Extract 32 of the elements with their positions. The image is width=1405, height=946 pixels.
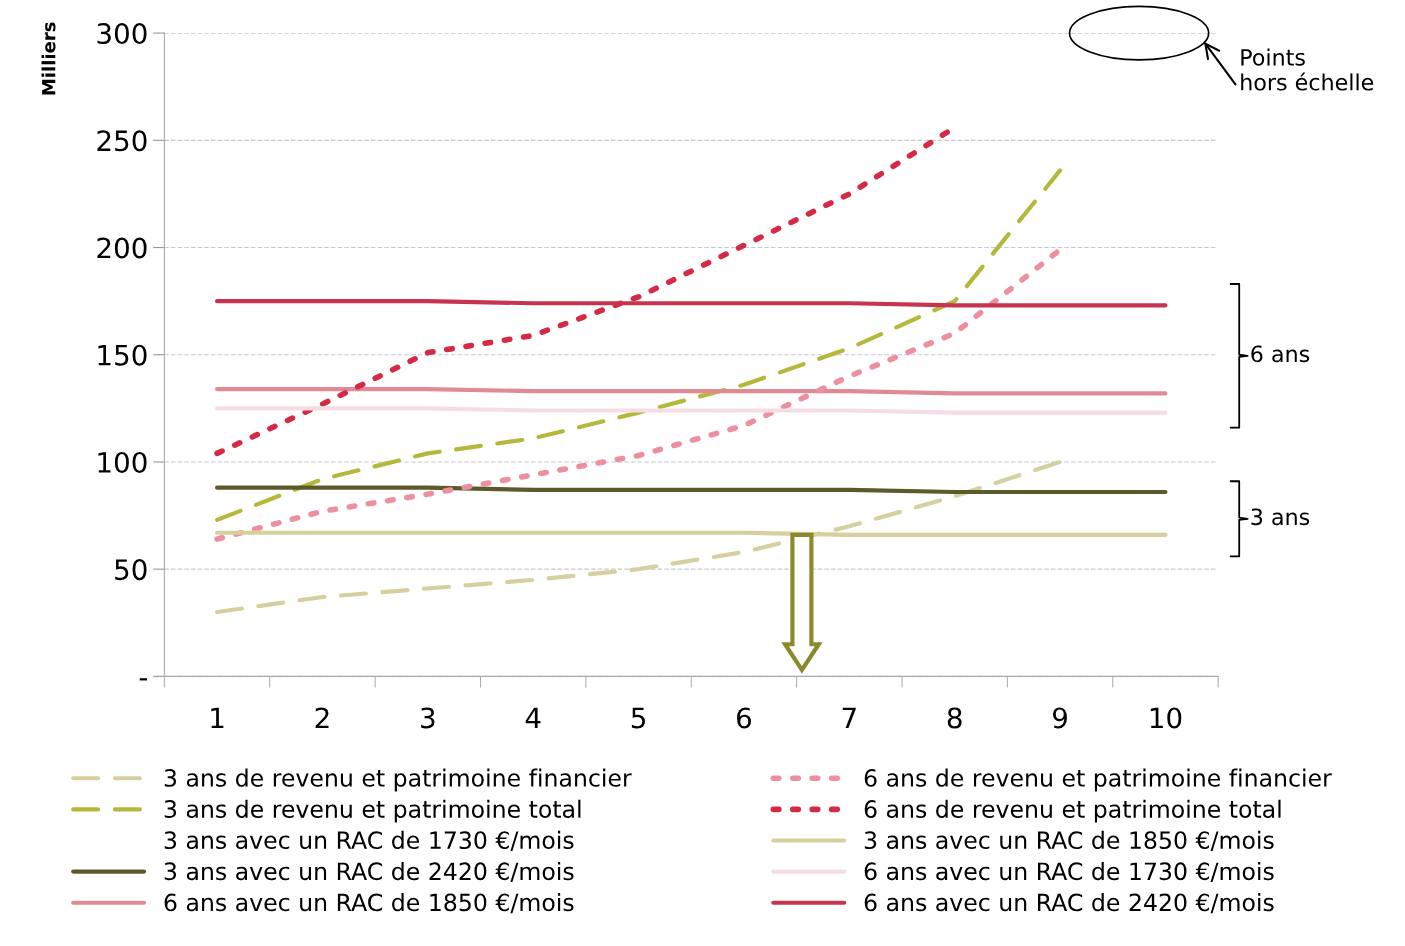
x-tick-label: 5 (631, 707, 645, 729)
x-tick-label: 6 (737, 707, 752, 729)
legend-label: 6 ans de revenu et patrimoine total (864, 799, 1281, 823)
y-axis-title: Milliers (41, 22, 56, 95)
y-tick-label: - (139, 678, 148, 681)
x-tick-label: 3 (421, 707, 435, 729)
x-tick-label: 8 (947, 707, 962, 729)
x-tick-label: 1 (211, 707, 224, 729)
y-tick-label: 250 (97, 130, 147, 152)
x-tick-label: 4 (525, 707, 541, 729)
legend-label: 6 ans avec un RAC de 2420 €/mois (864, 893, 1274, 914)
legend-label: 3 ans de revenu et patrimoine total (164, 799, 581, 823)
x-tick-label: 10 (1150, 707, 1182, 729)
text: 3 ans (1251, 508, 1310, 526)
line-series (214, 168, 1063, 522)
legend-label: 3 ans de revenu et patrimoine financier (164, 768, 632, 792)
y-tick-label: 100 (98, 451, 147, 473)
y-tick-label: 50 (115, 559, 147, 581)
y-tick-label: 200 (97, 237, 147, 259)
x-tick-label: 7 (842, 707, 856, 729)
text: 3 ans avec un RAC de 1730 €/mois (164, 830, 574, 851)
x-tick-label: 2 (315, 707, 329, 729)
legend-label: 3 ans avec un RAC de 2420 €/mois (164, 861, 574, 883)
legend-label: 6 ans avec un RAC de 1850 €/mois (164, 893, 574, 914)
legend-label: 3 ans avec un RAC de 1850 €/mois (864, 830, 1274, 851)
text: 6 ans (1251, 345, 1310, 363)
text: Points hors échelle (1241, 48, 1374, 91)
legend-label: 6 ans de revenu et patrimoine financier (864, 768, 1332, 792)
y-tick-label: 150 (98, 344, 147, 366)
legend-label: 6 ans avec un RAC de 1730 €/mois (864, 861, 1274, 883)
x-tick-label: 9 (1052, 707, 1067, 729)
y-tick-label: 300 (97, 23, 147, 45)
